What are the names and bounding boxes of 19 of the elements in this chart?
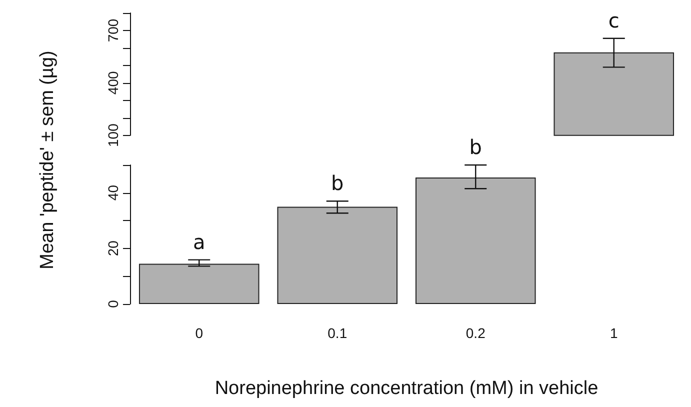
y-tick-label: 100 xyxy=(105,123,121,147)
bar xyxy=(415,178,536,304)
x-tick-label: 0.1 xyxy=(328,325,348,341)
bar xyxy=(277,206,398,304)
y-tick-label: 40 xyxy=(105,184,121,201)
y-tick-label: 0 xyxy=(105,300,121,308)
annotation: b xyxy=(331,171,344,196)
y-tick-label: 700 xyxy=(105,18,121,42)
y-axis-title: Mean 'peptide' ± sem (µg) xyxy=(37,50,59,270)
y-tick-label: 400 xyxy=(105,71,121,95)
bar xyxy=(138,264,260,304)
annotation: c xyxy=(608,8,620,32)
x-axis-title: Norepinephrine concentration (mM) in vehicle xyxy=(214,378,598,399)
annotation: b xyxy=(469,135,482,159)
x-tick-label: 1 xyxy=(610,325,618,341)
annotation: a xyxy=(192,230,206,254)
x-tick-label: 0 xyxy=(195,325,204,341)
x-tick-label: 0.2 xyxy=(466,325,486,341)
y-tick-label: 20 xyxy=(105,240,121,256)
